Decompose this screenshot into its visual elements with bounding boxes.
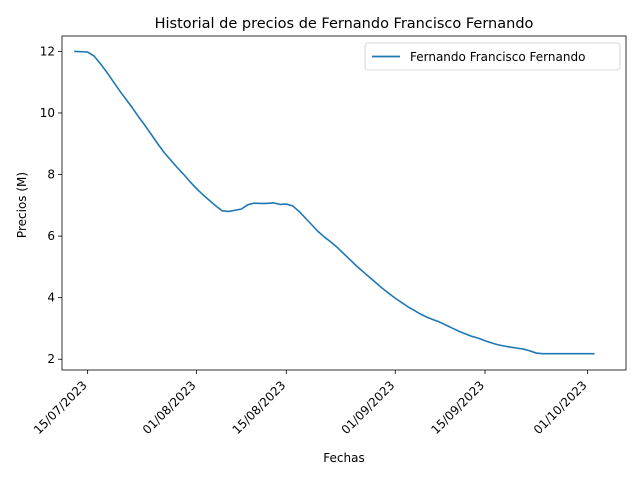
y-tick-label: 10	[40, 106, 55, 120]
x-tick-label: 15/09/2023	[428, 378, 487, 437]
legend: Fernando Francisco Fernando	[364, 42, 621, 71]
plot-area	[61, 35, 627, 371]
series-line-0	[74, 50, 595, 355]
y-tick-label: 6	[47, 229, 55, 243]
x-axis: 15/07/2023 01/08/2023 15/08/2023 01/09/2023…	[31, 370, 590, 437]
y-tick-label: 4	[47, 291, 55, 305]
x-tick-label: 01/09/2023	[339, 378, 398, 437]
x-axis-title: Fechas	[323, 451, 364, 465]
y-tick-label: 8	[47, 168, 55, 182]
y-axis-title: Precios (M)	[15, 172, 29, 238]
legend-box	[364, 42, 621, 71]
plot-frame	[61, 35, 627, 371]
chart-title: Historial de precios de Fernando Francis…	[155, 16, 534, 32]
x-tick-label: 01/10/2023	[531, 378, 590, 437]
y-tick-label: 2	[47, 352, 55, 366]
x-tick-label: 15/08/2023	[230, 378, 289, 437]
y-axis: 2 4 6 8 10 12	[40, 44, 62, 366]
x-tick-label: 01/08/2023	[140, 378, 199, 437]
legend-label: Fernando Francisco Fernando	[410, 50, 585, 64]
x-tick-label: 15/07/2023	[31, 378, 90, 437]
y-tick-label: 12	[40, 44, 55, 58]
